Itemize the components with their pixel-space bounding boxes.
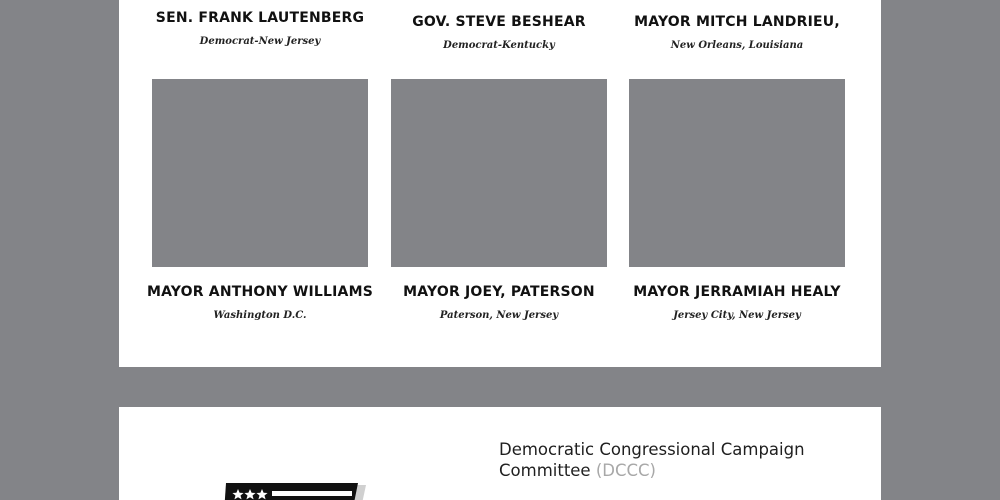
- official-subtitle: Jersey City, New Jersey: [673, 310, 801, 321]
- official-name: MAYOR ANTHONY WILLIAMS: [146, 284, 374, 300]
- official-card: SEN. FRANK LAUTENBERG Democrat-New Jerse…: [140, 10, 380, 47]
- official-subtitle: Democrat-Kentucky: [443, 40, 555, 51]
- official-card: MAYOR ANTHONY WILLIAMS Washington D.C.: [140, 284, 380, 321]
- official-card: GOV. STEVE BESHEAR Democrat-Kentucky: [379, 14, 619, 51]
- official-name: MAYOR MITCH LANDRIEU,: [634, 14, 840, 30]
- official-photo: [629, 79, 845, 267]
- committee-name-text: Democratic Congressional Campaign Commit…: [499, 440, 805, 480]
- official-card: MAYOR JOEY, PATERSON Paterson, New Jerse…: [379, 284, 619, 321]
- official-photo: [391, 79, 607, 267]
- official-photo: [152, 79, 368, 267]
- official-name: MAYOR JOEY, PATERSON: [403, 284, 595, 300]
- official-name: MAYOR JERRAMIAH HEALY: [633, 284, 841, 300]
- official-subtitle: New Orleans, Louisiana: [670, 40, 804, 51]
- committee-name: Democratic Congressional Campaign Commit…: [499, 439, 839, 481]
- dccc-flag-logo-icon: [224, 483, 366, 500]
- official-name: SEN. FRANK LAUTENBERG: [155, 10, 365, 26]
- official-subtitle: Democrat-New Jersey: [199, 36, 321, 47]
- official-subtitle: Washington D.C.: [213, 310, 307, 321]
- official-name: GOV. STEVE BESHEAR: [412, 14, 586, 30]
- official-subtitle: Paterson, New Jersey: [439, 310, 559, 321]
- officials-panel: SEN. FRANK LAUTENBERG Democrat-New Jerse…: [119, 0, 881, 367]
- official-card: MAYOR JERRAMIAH HEALY Jersey City, New J…: [617, 284, 857, 321]
- committee-panel: Democratic Congressional Campaign Commit…: [119, 407, 881, 500]
- committee-abbreviation: (DCCC): [595, 461, 656, 480]
- official-card: MAYOR MITCH LANDRIEU, New Orleans, Louis…: [617, 14, 857, 51]
